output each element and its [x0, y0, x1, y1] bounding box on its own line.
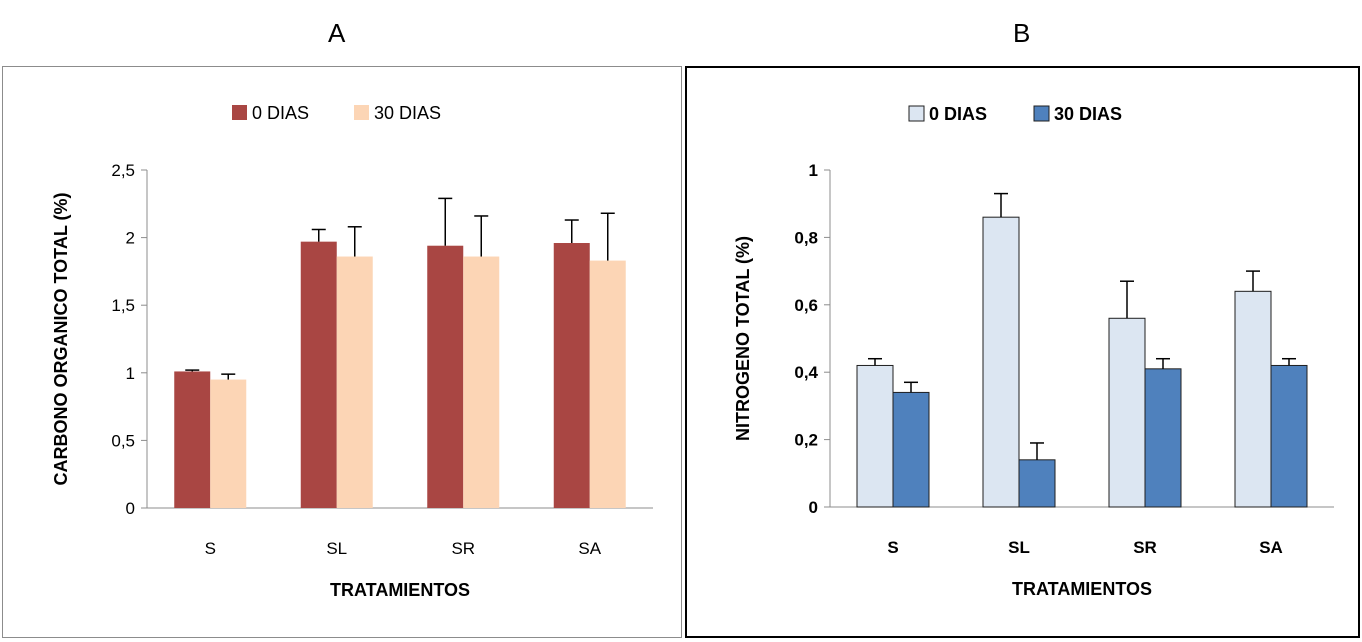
bar-0-dias-sa — [553, 243, 590, 508]
y-tick-label: 0,8 — [794, 228, 818, 247]
legend-entry: 30 DIAS — [374, 103, 441, 123]
x-tick-label: S — [205, 539, 216, 558]
y-tick-label: 0,5 — [111, 431, 135, 450]
legend-swatch — [908, 105, 925, 122]
x-tick-label: SR — [451, 539, 475, 558]
bar-30-dias-sa — [1270, 364, 1308, 508]
y-tick-label: 1,5 — [111, 296, 135, 315]
legend-swatch — [1033, 105, 1050, 122]
y-tick-label: 2 — [126, 229, 135, 248]
y-tick-label: 2,5 — [111, 161, 135, 180]
bar-30-dias-sr — [463, 256, 500, 508]
x-tick-label: SL — [326, 539, 347, 558]
y-tick-label: 1 — [809, 161, 818, 180]
bar-30-dias-s — [210, 379, 247, 508]
y-axis-title: NITROGENO TOTAL (%) — [733, 236, 753, 441]
bar-30-dias-sl — [336, 256, 373, 508]
x-tick-label: SA — [578, 539, 601, 558]
x-tick-label: S — [887, 538, 898, 557]
y-tick-label: 0 — [809, 498, 818, 517]
bar-0-dias-sl — [300, 241, 337, 508]
panel-label-b: B — [1013, 18, 1031, 48]
bar-0-dias-s — [856, 364, 894, 508]
bar-30-dias-sr — [1144, 368, 1182, 508]
legend-entry: 0 DIAS — [252, 103, 309, 123]
legend-entry: 0 DIAS — [929, 104, 987, 124]
bar-0-dias-sr — [1108, 317, 1146, 508]
legend-swatch — [354, 105, 369, 120]
chart-a-svg: 0 0,5 1 1,5 2 2,5 S SL SR SA TRATAMIENTOS CARBONO O… — [51, 103, 653, 600]
x-tick-label: SA — [1259, 538, 1283, 557]
y-tick-label: 1 — [126, 364, 135, 383]
x-axis-title: TRATAMIENTOS — [330, 580, 470, 600]
bar-30-dias-s — [892, 391, 930, 508]
legend-entry: 30 DIAS — [1054, 104, 1122, 124]
y-tick-label: 0 — [126, 499, 135, 518]
chart-b-svg: 0 0,2 0,4 0,6 0,8 1 S SL SR SA TRATAMIENTOS NITROGE… — [733, 104, 1334, 599]
y-tick-label: 0,4 — [794, 363, 818, 382]
y-tick-label: 0,6 — [794, 296, 818, 315]
legend-swatch — [232, 105, 247, 120]
bar-0-dias-sl — [982, 216, 1020, 508]
y-axis-title: CARBONO ORGANICO TOTAL (%) — [51, 193, 71, 486]
chart-panel-b: 0 0,2 0,4 0,6 0,8 1 S SL SR SA TRATAMIENTOS NITROGE… — [685, 66, 1360, 638]
bar-0-dias-sr — [427, 245, 464, 508]
bar-0-dias-sa — [1234, 290, 1272, 508]
bar-30-dias-sl — [1018, 459, 1056, 508]
panel-label-a: A — [328, 18, 346, 48]
bar-0-dias-s — [174, 371, 211, 508]
x-axis-title: TRATAMIENTOS — [1012, 579, 1152, 599]
chart-panel-a: 0 0,5 1 1,5 2 2,5 S SL SR SA TRATAMIENTOS CARBONO O… — [2, 66, 682, 638]
bar-30-dias-sa — [589, 260, 626, 508]
y-tick-label: 0,2 — [794, 431, 818, 450]
x-tick-label: SL — [1008, 538, 1030, 557]
x-tick-label: SR — [1133, 538, 1157, 557]
